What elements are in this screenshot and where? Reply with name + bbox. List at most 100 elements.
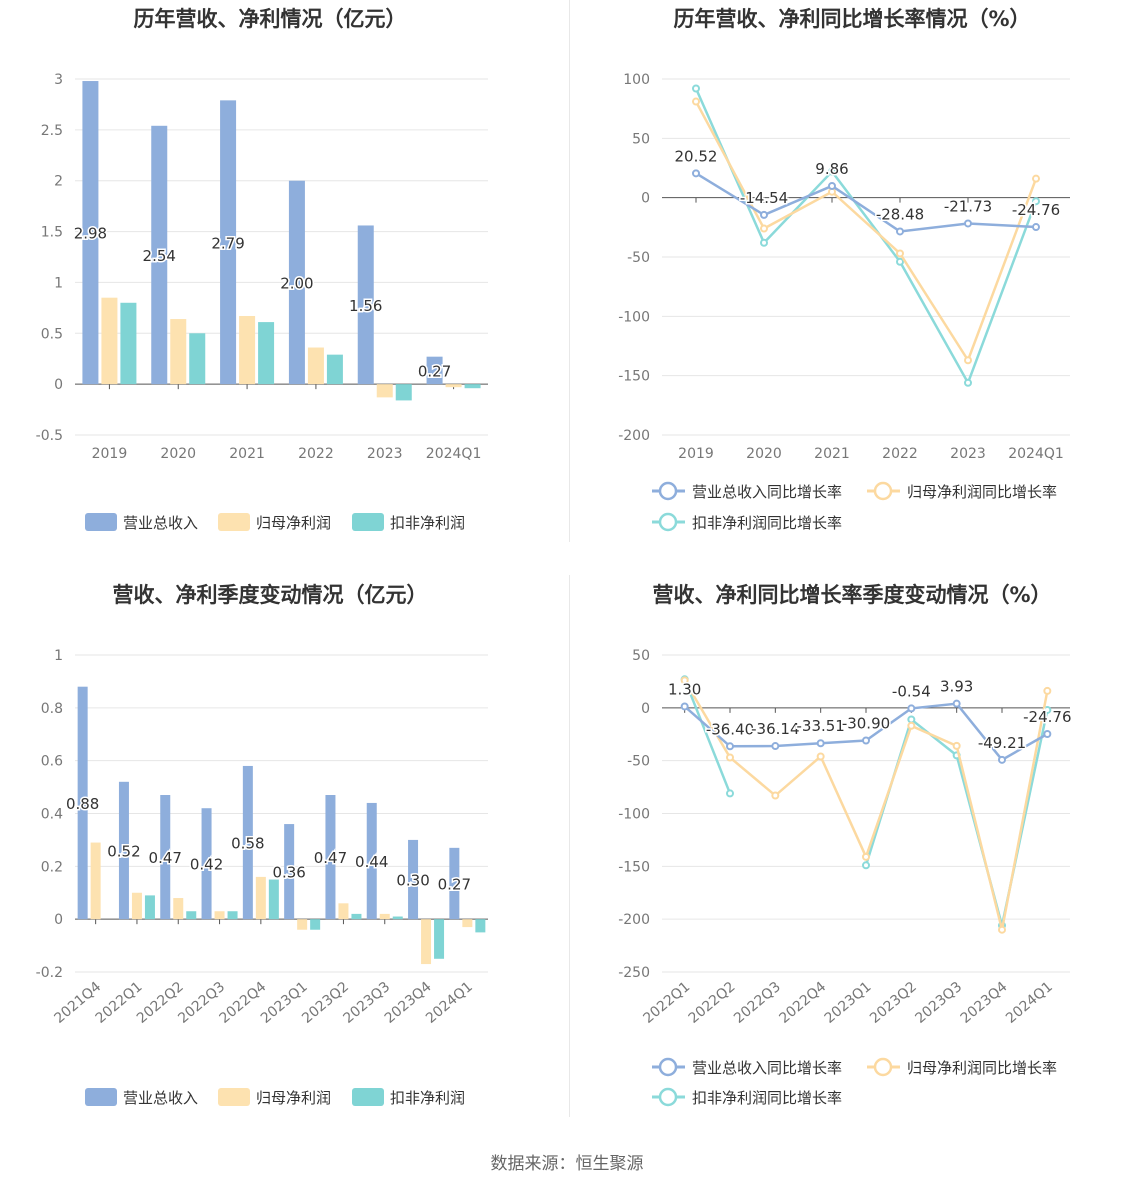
legend-swatch (218, 513, 250, 531)
x-tick-label: 2022Q1 (640, 979, 693, 1027)
y-tick-label: 0 (641, 701, 650, 717)
x-tick-label: 2022 (298, 446, 334, 462)
x-tick-label: 2022 (882, 446, 918, 462)
y-tick-label: 1.5 (41, 225, 63, 241)
bar-net-profit (445, 384, 462, 388)
point-net-profit (862, 852, 870, 861)
y-tick-label: 0.2 (41, 859, 63, 875)
point-net-profit (964, 356, 972, 365)
bar-revenue (325, 795, 336, 920)
series-line-deducted-profit (694, 87, 1038, 386)
y-tick-label: 0.4 (41, 807, 63, 823)
chart-title: 历年营收、净利同比增长率情况（%） (673, 7, 1030, 31)
bar-revenue (151, 125, 168, 385)
y-tick-label: 1 (54, 648, 63, 664)
point-revenue (998, 755, 1006, 764)
legend-swatch (352, 1088, 384, 1106)
data-label: -36.40 (706, 720, 754, 738)
x-tick-label: 2023Q3 (912, 979, 965, 1027)
point-deducted-profit (828, 167, 836, 176)
bar-revenue (77, 686, 88, 920)
y-tick-label: -50 (627, 754, 650, 770)
series-line-deducted-profit (683, 678, 732, 794)
bar-net-profit (338, 903, 349, 920)
legend-swatch (218, 1088, 250, 1106)
bar-deducted-profit (189, 333, 206, 385)
y-tick-label: 0.5 (41, 326, 63, 342)
data-label: 0.36 (272, 864, 305, 882)
data-label: 1.30 (668, 680, 701, 698)
bar-revenue (288, 180, 305, 385)
bar-deducted-profit (144, 895, 155, 920)
bar-deducted-profit (268, 879, 279, 920)
data-label: 0.52 (107, 842, 140, 860)
data-label: -49.21 (978, 734, 1026, 752)
point-net-profit (907, 721, 916, 730)
point-deducted-profit (726, 789, 734, 798)
legend-label: 归母净利润 (256, 514, 331, 532)
point-deducted-profit (760, 238, 768, 247)
bar-revenue (284, 824, 295, 920)
y-tick-label: -150 (618, 369, 650, 385)
point-revenue (771, 742, 780, 751)
bar-deducted-profit (395, 384, 412, 401)
point-deducted-profit (1032, 197, 1040, 206)
point-net-profit (771, 791, 780, 800)
data-label: -24.76 (1023, 708, 1071, 726)
data-label: 2.00 (280, 274, 313, 292)
y-tick-label: 0 (54, 912, 63, 928)
bar-revenue (357, 225, 374, 385)
y-tick-label: 0.6 (41, 754, 63, 770)
data-label: 0.30 (396, 872, 429, 890)
legend-swatch (85, 1088, 117, 1106)
y-tick-label: 0 (54, 377, 63, 393)
bar-net-profit (173, 898, 184, 920)
bar-revenue (220, 100, 237, 385)
legend-marker (658, 512, 678, 532)
point-revenue (692, 169, 700, 178)
x-tick-label: 2022Q3 (731, 979, 784, 1027)
x-tick-label: 2020 (746, 446, 782, 462)
point-revenue (816, 739, 825, 748)
legend-marker (873, 481, 893, 501)
bar-revenue (366, 802, 377, 920)
x-tick-label: 2022Q4 (776, 979, 829, 1027)
chart-title: 历年营收、净利情况（亿元） (134, 7, 407, 31)
x-tick-label: 2024Q1 (423, 979, 476, 1027)
y-tick-label: -100 (618, 807, 650, 823)
bar-revenue (160, 795, 171, 920)
point-revenue (952, 699, 961, 708)
bar-net-profit (297, 919, 308, 930)
bar-net-profit (462, 919, 473, 928)
x-tick-label: 2023 (950, 446, 986, 462)
bar-net-profit (131, 892, 142, 920)
bar-revenue (118, 781, 129, 920)
y-tick-label: 2.5 (41, 123, 63, 139)
legend-label: 营业总收入同比增长率 (692, 1059, 842, 1077)
point-net-profit (692, 97, 700, 106)
legend-label: 扣非净利润同比增长率 (692, 514, 842, 532)
x-tick-label: 2019 (92, 446, 128, 462)
point-net-profit (998, 925, 1006, 934)
data-label: 1.56 (349, 297, 382, 315)
bar-deducted-profit (310, 919, 321, 930)
legend-label: 扣非净利润 (390, 514, 465, 532)
point-revenue (828, 181, 836, 190)
point-deducted-profit (907, 715, 916, 724)
legend-swatch (352, 513, 384, 531)
data-label: 0.44 (355, 853, 388, 871)
chart-title: 营收、净利季度变动情况（亿元） (113, 583, 428, 607)
bar-net-profit (255, 876, 266, 920)
point-net-profit (816, 752, 825, 761)
y-tick-label: 3 (54, 72, 63, 88)
point-revenue (907, 704, 916, 713)
legend-label: 营业总收入 (123, 514, 198, 532)
point-deducted-profit (862, 861, 870, 870)
bar-revenue (242, 765, 253, 920)
bar-net-profit (307, 347, 324, 385)
x-tick-label: 2020 (160, 446, 196, 462)
data-label: -36.14 (751, 720, 799, 738)
x-tick-label: 2022Q2 (686, 979, 739, 1027)
bar-deducted-profit (392, 916, 403, 920)
